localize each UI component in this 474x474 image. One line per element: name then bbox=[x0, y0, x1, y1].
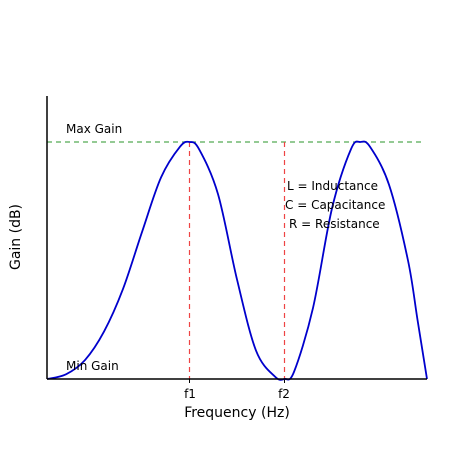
x-tick-label-f2: f2 bbox=[278, 387, 290, 401]
max-gain-label: Max Gain bbox=[66, 122, 122, 136]
y-axis-label: Gain (dB) bbox=[8, 204, 24, 270]
annotation-capacitance: C = Capacitance bbox=[285, 198, 385, 212]
annotation-resistance: R = Resistance bbox=[289, 217, 380, 231]
series-line-0 bbox=[46, 140, 428, 381]
x-axis-label: Frequency (Hz) bbox=[184, 405, 290, 421]
x-tick-label-f1: f1 bbox=[184, 387, 196, 401]
annotation-inductance: L = Inductance bbox=[287, 179, 378, 193]
min-gain-label: Min Gain bbox=[66, 359, 119, 373]
